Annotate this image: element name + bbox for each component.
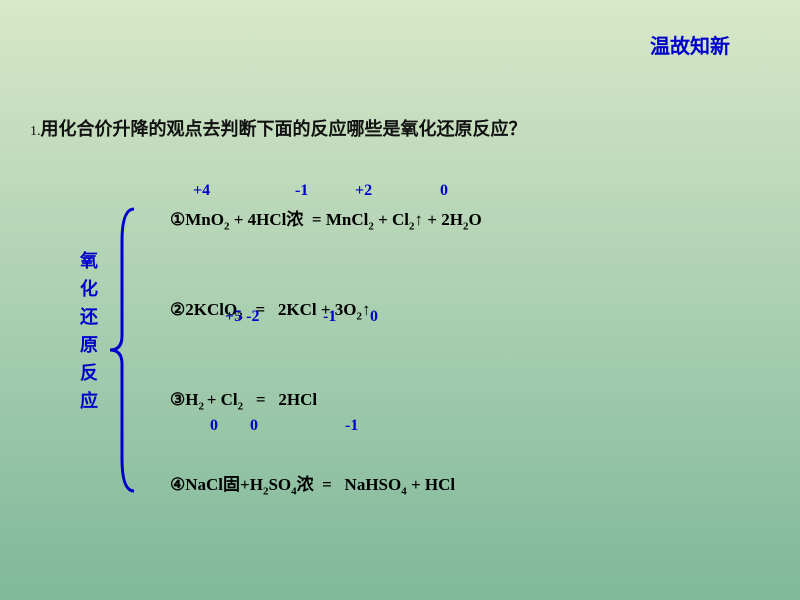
curly-brace [104,205,140,495]
ox-eq1-c: +2 [355,182,372,200]
header-title: 温故知新 [650,30,730,59]
question-text: 用化合价升降的观点去判断下面的反应哪些是氧化还原反应？ [41,119,527,139]
ox-eq1-b: -1 [295,182,308,200]
equation-4: ④NaCl固+H2SO4浓 = NaHSO4 + HCl [170,470,455,495]
ox-eq2-b: -1 [323,308,336,326]
side-label: 氧化还原反应 [80,247,98,415]
ox-eq1-a: +4 [193,182,210,200]
equation-2: ②2KClO3 = 2KCl + 3O2↑ [170,300,371,320]
ox-eq3-c: -1 [345,417,358,435]
equation-1: ①MnO2 + 4HCl浓 = MnCl2 + Cl2↑ + 2H2O [170,205,482,230]
equation-3: ③H2 + Cl2 = 2HCl [170,390,317,410]
ox-eq2-c: 0 [370,308,378,326]
ox-eq3-a: 0 [210,417,218,435]
question-line: 1.用化合价升降的观点去判断下面的反应哪些是氧化还原反应？ [30,115,527,141]
ox-eq3-b: 0 [250,417,258,435]
ox-eq2-a: +5 -2 [225,308,259,326]
ox-eq1-d: 0 [440,182,448,200]
question-number: 1. [30,124,41,139]
